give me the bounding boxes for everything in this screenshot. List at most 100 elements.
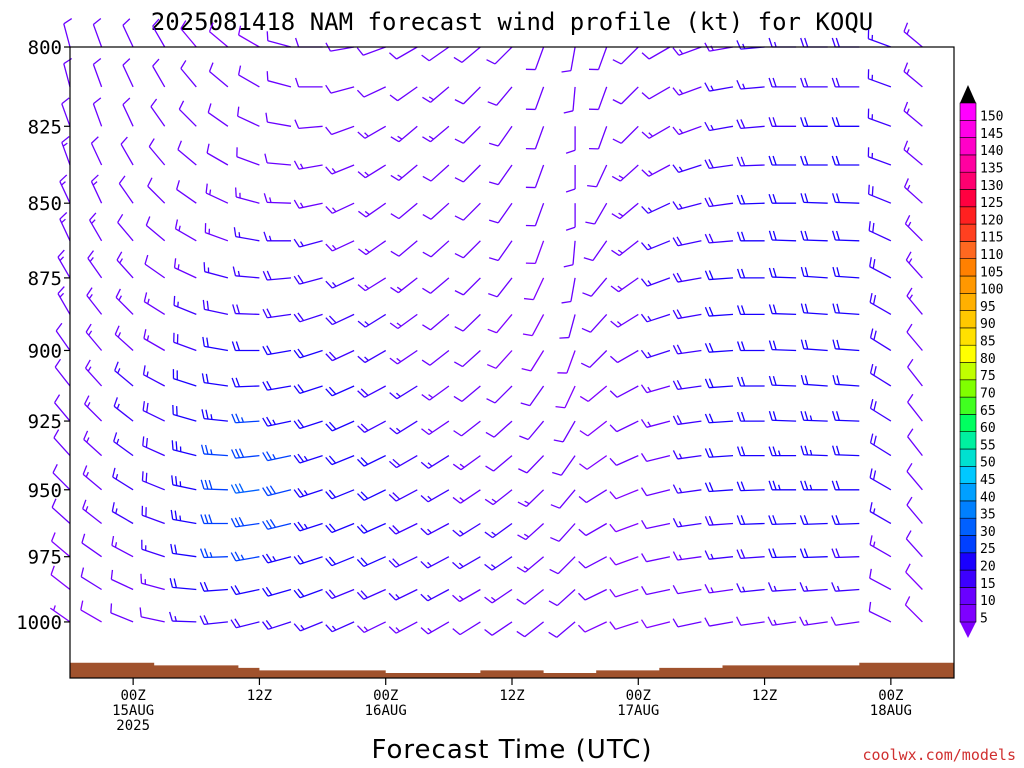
barb-full (140, 573, 143, 584)
barb-staff (740, 202, 765, 205)
colorbar-swatch (959, 604, 977, 623)
wind-barb (831, 77, 860, 88)
barb-half (617, 285, 623, 290)
wind-barb (388, 489, 418, 502)
barb-full (294, 119, 300, 129)
barb-full (610, 320, 619, 328)
barb-full (708, 447, 714, 458)
wind-barb (86, 287, 103, 315)
wind-barb (356, 588, 386, 600)
wind-barb (356, 86, 386, 98)
wind-barb (736, 446, 765, 457)
barb-full (672, 551, 679, 561)
barb-full (266, 416, 272, 426)
barb-full (63, 57, 73, 65)
wind-barb (325, 125, 355, 136)
wind-barb (293, 160, 323, 170)
barb-full (768, 515, 773, 525)
barb-staff (428, 46, 450, 62)
barb-full (736, 583, 742, 593)
barb-full (81, 533, 86, 544)
barb-staff (298, 125, 323, 130)
barb-half (396, 357, 402, 363)
wind-barb (704, 550, 734, 560)
wind-barb (145, 216, 166, 242)
y-tick-label: 800 (28, 37, 62, 59)
barb-staff (709, 489, 734, 493)
barb-full (234, 483, 241, 493)
barb-full (89, 212, 97, 221)
wind-barb (325, 588, 355, 600)
barb-full (740, 376, 746, 387)
wind-barb (869, 502, 892, 525)
barb-full (836, 375, 840, 385)
barb-full (836, 445, 840, 456)
barb-full (736, 194, 742, 205)
barb-full (454, 215, 464, 221)
barb-full (231, 377, 237, 388)
wind-barb (262, 519, 292, 530)
barb-full (835, 77, 840, 88)
barb-staff (906, 470, 923, 491)
wind-barb (420, 556, 450, 569)
barb-half (364, 171, 370, 177)
barb-full (208, 22, 214, 32)
wind-barb (357, 455, 386, 467)
wind-barb (672, 46, 702, 56)
wind-barb (230, 516, 260, 528)
wind-barb (640, 419, 671, 428)
barb-staff (122, 64, 134, 88)
wind-barb (294, 119, 323, 130)
barb-full (389, 392, 398, 400)
barb-full (563, 264, 574, 268)
wind-barb (231, 341, 260, 352)
wind-barb (800, 37, 828, 48)
wind-barb (868, 601, 892, 623)
barb-staff (586, 455, 608, 470)
barb-full (420, 593, 429, 602)
barb-full (169, 578, 174, 588)
barb-half (395, 627, 401, 632)
barb-staff (461, 385, 481, 402)
wind-barb (388, 621, 418, 634)
wind-barb (139, 607, 165, 623)
barb-staff (678, 164, 702, 174)
colorbar-swatch (959, 344, 977, 363)
barb-half (397, 135, 403, 140)
barb-staff (235, 621, 260, 629)
wind-barb (63, 57, 73, 88)
wind-barb (578, 588, 607, 601)
barb-full (488, 257, 499, 262)
barb-full (873, 401, 877, 411)
barb-half (427, 528, 432, 534)
barb-staff (398, 164, 418, 181)
wind-barb (390, 164, 418, 181)
wind-barb (831, 117, 860, 127)
wind-barb (559, 314, 576, 339)
barb-staff (590, 313, 608, 333)
barb-full (869, 433, 874, 444)
barb-full (768, 480, 773, 491)
barb-full (360, 388, 369, 396)
wind-barb (180, 20, 197, 48)
barb-staff (524, 588, 545, 605)
barb-full (206, 337, 209, 348)
barb-full (804, 267, 809, 277)
colorbar-label: 130 (980, 179, 1003, 194)
barb-full (122, 18, 131, 26)
barb-half (119, 258, 123, 264)
wind-barb (389, 349, 418, 365)
barb-staff (709, 349, 734, 353)
barb-full (452, 561, 461, 570)
wind-barb (454, 125, 481, 144)
barb-staff (364, 125, 387, 139)
credit-link[interactable]: coolwx.com/models (862, 746, 1016, 764)
barb-full (238, 516, 245, 527)
barb-full (142, 401, 146, 411)
barb-full (325, 243, 333, 252)
barb-full (454, 326, 464, 332)
barb-full (804, 411, 809, 421)
barb-full (903, 140, 909, 150)
barb-full (325, 491, 333, 500)
wind-barb (736, 549, 765, 560)
